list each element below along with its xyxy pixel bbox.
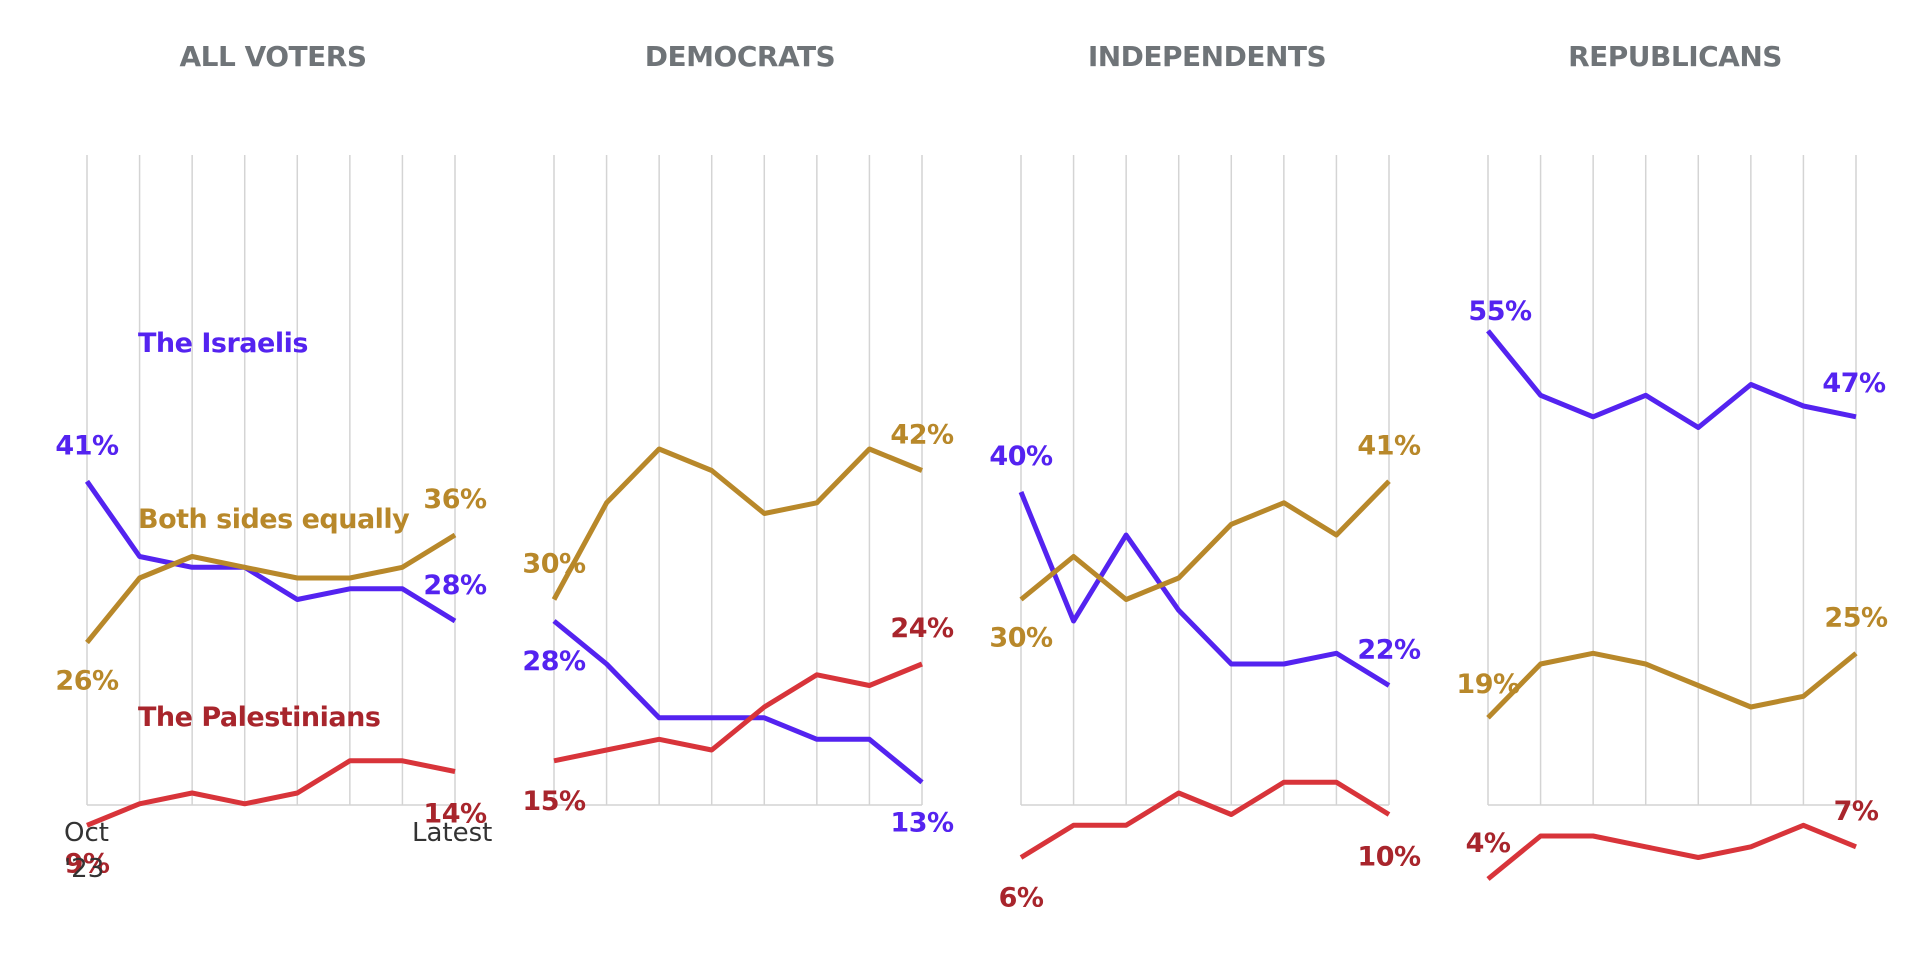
series-name-label-israelis: The Israelis: [138, 328, 308, 359]
start-value-label-israelis: 41%: [55, 430, 119, 461]
start-value-label-palestinians: 6%: [999, 883, 1044, 914]
start-value-label-israelis: 28%: [522, 646, 586, 677]
panel-title-republicans: REPUBLICANS: [1490, 40, 1860, 73]
series-line-palestinians: [87, 761, 455, 826]
end-value-label-both: 42%: [890, 420, 954, 451]
end-value-label-israelis: 28%: [423, 570, 487, 601]
start-value-label-israelis: 55%: [1468, 296, 1532, 327]
series-line-both: [1021, 481, 1389, 599]
start-value-label-both: 19%: [1456, 669, 1520, 700]
end-value-label-both: 41%: [1357, 430, 1421, 461]
series-line-palestinians: [1488, 825, 1856, 879]
panel-title-democrats: DEMOCRATS: [555, 40, 925, 73]
end-value-label-israelis: 13%: [890, 807, 954, 838]
start-value-label-palestinians: 4%: [1466, 828, 1511, 859]
end-value-label-palestinians: 24%: [890, 613, 954, 644]
end-value-label-israelis: 47%: [1822, 368, 1886, 399]
series-line-israelis: [554, 621, 922, 782]
x-axis-start-label: Oct '23: [64, 815, 109, 887]
series-line-both: [554, 449, 922, 600]
panel-title-all-voters: ALL VOTERS: [88, 40, 458, 73]
series-name-label-both: Both sides equally: [138, 504, 410, 535]
start-value-label-both: 30%: [522, 549, 586, 580]
series-line-israelis: [1488, 331, 1856, 428]
series-line-both: [1488, 653, 1856, 718]
start-value-label-israelis: 40%: [989, 441, 1053, 472]
series-line-palestinians: [554, 664, 922, 761]
series-line-israelis: [1021, 492, 1389, 686]
x-axis-start-month: Oct: [64, 815, 109, 851]
start-value-label-both: 26%: [55, 666, 119, 697]
end-value-label-israelis: 22%: [1357, 635, 1421, 666]
end-value-label-palestinians: 10%: [1357, 842, 1421, 873]
x-axis-end-label: Latest: [412, 815, 492, 851]
end-value-label-palestinians: 7%: [1834, 796, 1879, 827]
end-value-label-both: 25%: [1824, 602, 1888, 633]
panel-title-independents: INDEPENDENTS: [1022, 40, 1392, 73]
series-line-israelis: [87, 481, 455, 621]
series-name-label-palestinians: The Palestinians: [138, 702, 380, 733]
x-axis-start-year: '23: [64, 851, 109, 887]
start-value-label-palestinians: 15%: [522, 786, 586, 817]
start-value-label-both: 30%: [989, 623, 1053, 654]
end-value-label-both: 36%: [423, 484, 487, 515]
series-line-palestinians: [1021, 782, 1389, 857]
